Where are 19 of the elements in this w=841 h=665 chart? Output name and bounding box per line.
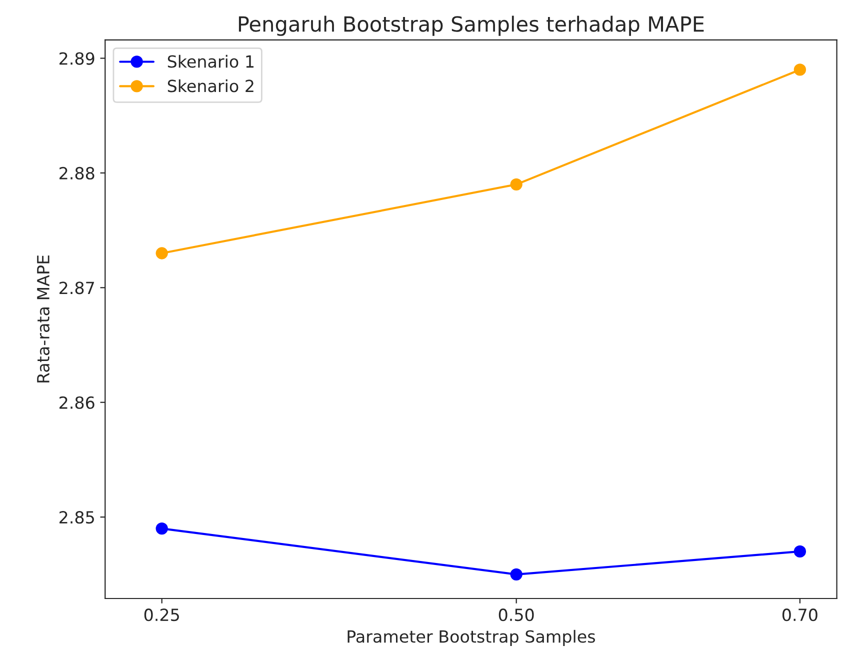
- point: [794, 545, 806, 558]
- y-axis-title: Rata-rata MAPE: [37, 255, 50, 382]
- y-tick-label: 2.87: [60, 282, 94, 294]
- y-tick-label: 2.86: [60, 396, 94, 409]
- point: [510, 568, 522, 580]
- x-tick-label: 0.50: [498, 608, 534, 622]
- x-axis-title: Parameter Bootstrap Samples: [348, 630, 595, 646]
- point: [156, 247, 168, 260]
- y-tick-label: 2.89: [60, 52, 94, 65]
- chart-title: Pengaruh Bootstrap Samples terhadap MAPE: [238, 16, 704, 36]
- point: [510, 178, 522, 190]
- y-tick-label: 2.88: [60, 166, 94, 180]
- x-tick-label: 0.25: [144, 608, 179, 622]
- legend-label: Skenario 1: [168, 54, 254, 68]
- y-tick-label: 2.85: [60, 511, 94, 524]
- legend-label: Skenario 2: [168, 79, 254, 92]
- x-tick-label: 0.70: [782, 608, 818, 622]
- point: [156, 522, 168, 535]
- point: [794, 64, 806, 76]
